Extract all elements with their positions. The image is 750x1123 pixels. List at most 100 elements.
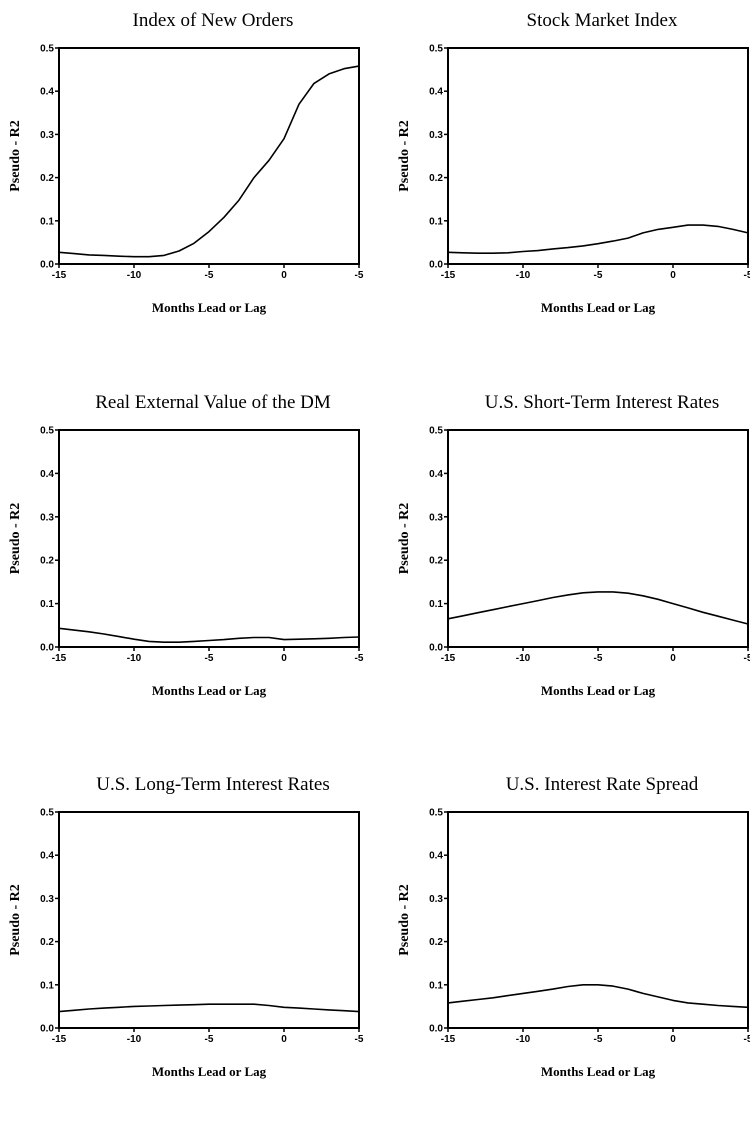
- chart-title: U.S. Short-Term Interest Rates: [485, 392, 720, 413]
- y-axis-label: Pseudo - R2: [8, 120, 23, 192]
- y-tick-label: 0.2: [40, 556, 54, 567]
- x-tick-label: -15: [441, 1034, 456, 1045]
- y-tick-label: 0.4: [40, 469, 54, 480]
- y-axis-label: Pseudo - R2: [8, 884, 23, 956]
- x-tick-label: 0: [281, 270, 287, 281]
- series-line: [58, 627, 360, 643]
- chart-panel-3: Real External Value of the DM 0.0 0.1 0.2 0.…: [8, 392, 364, 698]
- y-tick-label: 0.5: [429, 44, 443, 55]
- chart-title: Index of New Orders: [133, 10, 294, 31]
- y-tick-label: 0.4: [429, 851, 443, 862]
- y-tick-label: 0.0: [40, 260, 54, 271]
- x-axis-label: Months Lead or Lag: [152, 683, 267, 698]
- x-tick-label: -5: [594, 270, 603, 281]
- y-tick-label: 0.0: [429, 1024, 443, 1035]
- y-tick-label: 0.3: [40, 894, 54, 905]
- y-tick-label: 0.1: [429, 216, 443, 227]
- x-tick-label: -10: [516, 653, 531, 664]
- x-tick-label: -15: [441, 653, 456, 664]
- plot-frame: [447, 47, 749, 265]
- y-tick-label: 0.2: [40, 937, 54, 948]
- series-line: [447, 224, 749, 254]
- x-axis-label: Months Lead or Lag: [541, 300, 656, 315]
- x-tick-label: -15: [52, 653, 67, 664]
- y-tick-label: 0.4: [429, 87, 443, 98]
- y-axis-label: Pseudo - R2: [397, 120, 412, 192]
- y-tick-label: 0.2: [429, 556, 443, 567]
- y-tick-label: 0.5: [40, 808, 54, 819]
- x-tick-label: 0: [670, 1034, 676, 1045]
- chart-panel-2: Stock Market Index 0.0 0.1 0.2 0.3 0.4 0.5 -15 -…: [397, 10, 750, 315]
- y-axis-label: Pseudo - R2: [8, 503, 23, 575]
- x-tick-label: -10: [516, 270, 531, 281]
- y-tick-label: 0.2: [429, 173, 443, 184]
- x-tick-label: 0: [281, 653, 287, 664]
- x-axis-label: Months Lead or Lag: [541, 683, 656, 698]
- chart-title: Real External Value of the DM: [95, 392, 331, 413]
- y-tick-label: 0.3: [429, 894, 443, 905]
- x-tick-label: -5: [355, 653, 364, 664]
- plot-frame: [58, 811, 360, 1029]
- y-tick-label: 0.5: [429, 426, 443, 437]
- y-tick-label: 0.4: [429, 469, 443, 480]
- y-tick-label: 0.3: [40, 512, 54, 523]
- y-tick-label: 0.4: [40, 87, 54, 98]
- series-line: [447, 984, 749, 1009]
- x-axis-label: Months Lead or Lag: [541, 1064, 656, 1079]
- y-tick-label: 0.1: [40, 216, 54, 227]
- y-tick-label: 0.0: [429, 260, 443, 271]
- x-tick-label: 0: [281, 1034, 287, 1045]
- x-tick-label: -5: [744, 270, 750, 281]
- y-tick-label: 0.1: [40, 599, 54, 610]
- y-tick-label: 0.0: [40, 1024, 54, 1035]
- x-tick-label: -5: [355, 270, 364, 281]
- x-tick-label: -15: [52, 270, 67, 281]
- y-axis-label: Pseudo - R2: [397, 503, 412, 575]
- y-tick-label: 0.1: [40, 980, 54, 991]
- y-tick-label: 0.1: [429, 599, 443, 610]
- chart-panel-4: U.S. Short-Term Interest Rates 0.0 0.1 0.2 0…: [397, 392, 750, 698]
- x-tick-label: -10: [516, 1034, 531, 1045]
- chart-panel-6: U.S. Interest Rate Spread 0.0 0.1 0.2 0.3 0.4…: [397, 774, 750, 1079]
- plot-frame: [58, 429, 360, 648]
- y-tick-label: 0.5: [40, 426, 54, 437]
- y-tick-label: 0.0: [40, 643, 54, 654]
- plot-frame: [447, 811, 749, 1029]
- x-tick-label: -5: [355, 1034, 364, 1045]
- x-tick-label: -5: [205, 653, 214, 664]
- x-tick-label: -5: [744, 653, 750, 664]
- y-tick-label: 0.3: [429, 512, 443, 523]
- x-tick-label: -15: [441, 270, 456, 281]
- x-axis-label: Months Lead or Lag: [152, 1064, 267, 1079]
- x-tick-label: -10: [127, 1034, 142, 1045]
- y-axis-label: Pseudo - R2: [397, 884, 412, 956]
- series-line: [447, 591, 749, 625]
- x-tick-label: -5: [594, 1034, 603, 1045]
- plot-frame: [447, 429, 749, 648]
- chart-title: Stock Market Index: [527, 10, 678, 31]
- chart-panel-5: U.S. Long-Term Interest Rates 0.0 0.1 0.2 0.…: [8, 774, 364, 1079]
- y-tick-label: 0.1: [429, 980, 443, 991]
- y-tick-label: 0.3: [429, 130, 443, 141]
- y-tick-label: 0.4: [40, 851, 54, 862]
- x-tick-label: -10: [127, 653, 142, 664]
- y-tick-label: 0.0: [429, 643, 443, 654]
- x-tick-label: 0: [670, 270, 676, 281]
- y-tick-label: 0.2: [429, 937, 443, 948]
- y-tick-label: 0.5: [40, 44, 54, 55]
- x-tick-label: -5: [205, 1034, 214, 1045]
- y-tick-label: 0.2: [40, 173, 54, 184]
- y-tick-label: 0.3: [40, 130, 54, 141]
- chart-panel-1: Index of New Orders 0.0 0.1 0.2 0.3 0.4 0.5 -15…: [8, 10, 364, 315]
- x-tick-label: -10: [127, 270, 142, 281]
- y-tick-label: 0.5: [429, 808, 443, 819]
- x-tick-label: -15: [52, 1034, 67, 1045]
- chart-title: U.S. Long-Term Interest Rates: [96, 774, 329, 795]
- series-line: [58, 65, 360, 258]
- x-tick-label: -5: [205, 270, 214, 281]
- x-tick-label: -5: [744, 1034, 750, 1045]
- chart-title: U.S. Interest Rate Spread: [506, 774, 699, 795]
- x-tick-label: 0: [670, 653, 676, 664]
- x-tick-label: -5: [594, 653, 603, 664]
